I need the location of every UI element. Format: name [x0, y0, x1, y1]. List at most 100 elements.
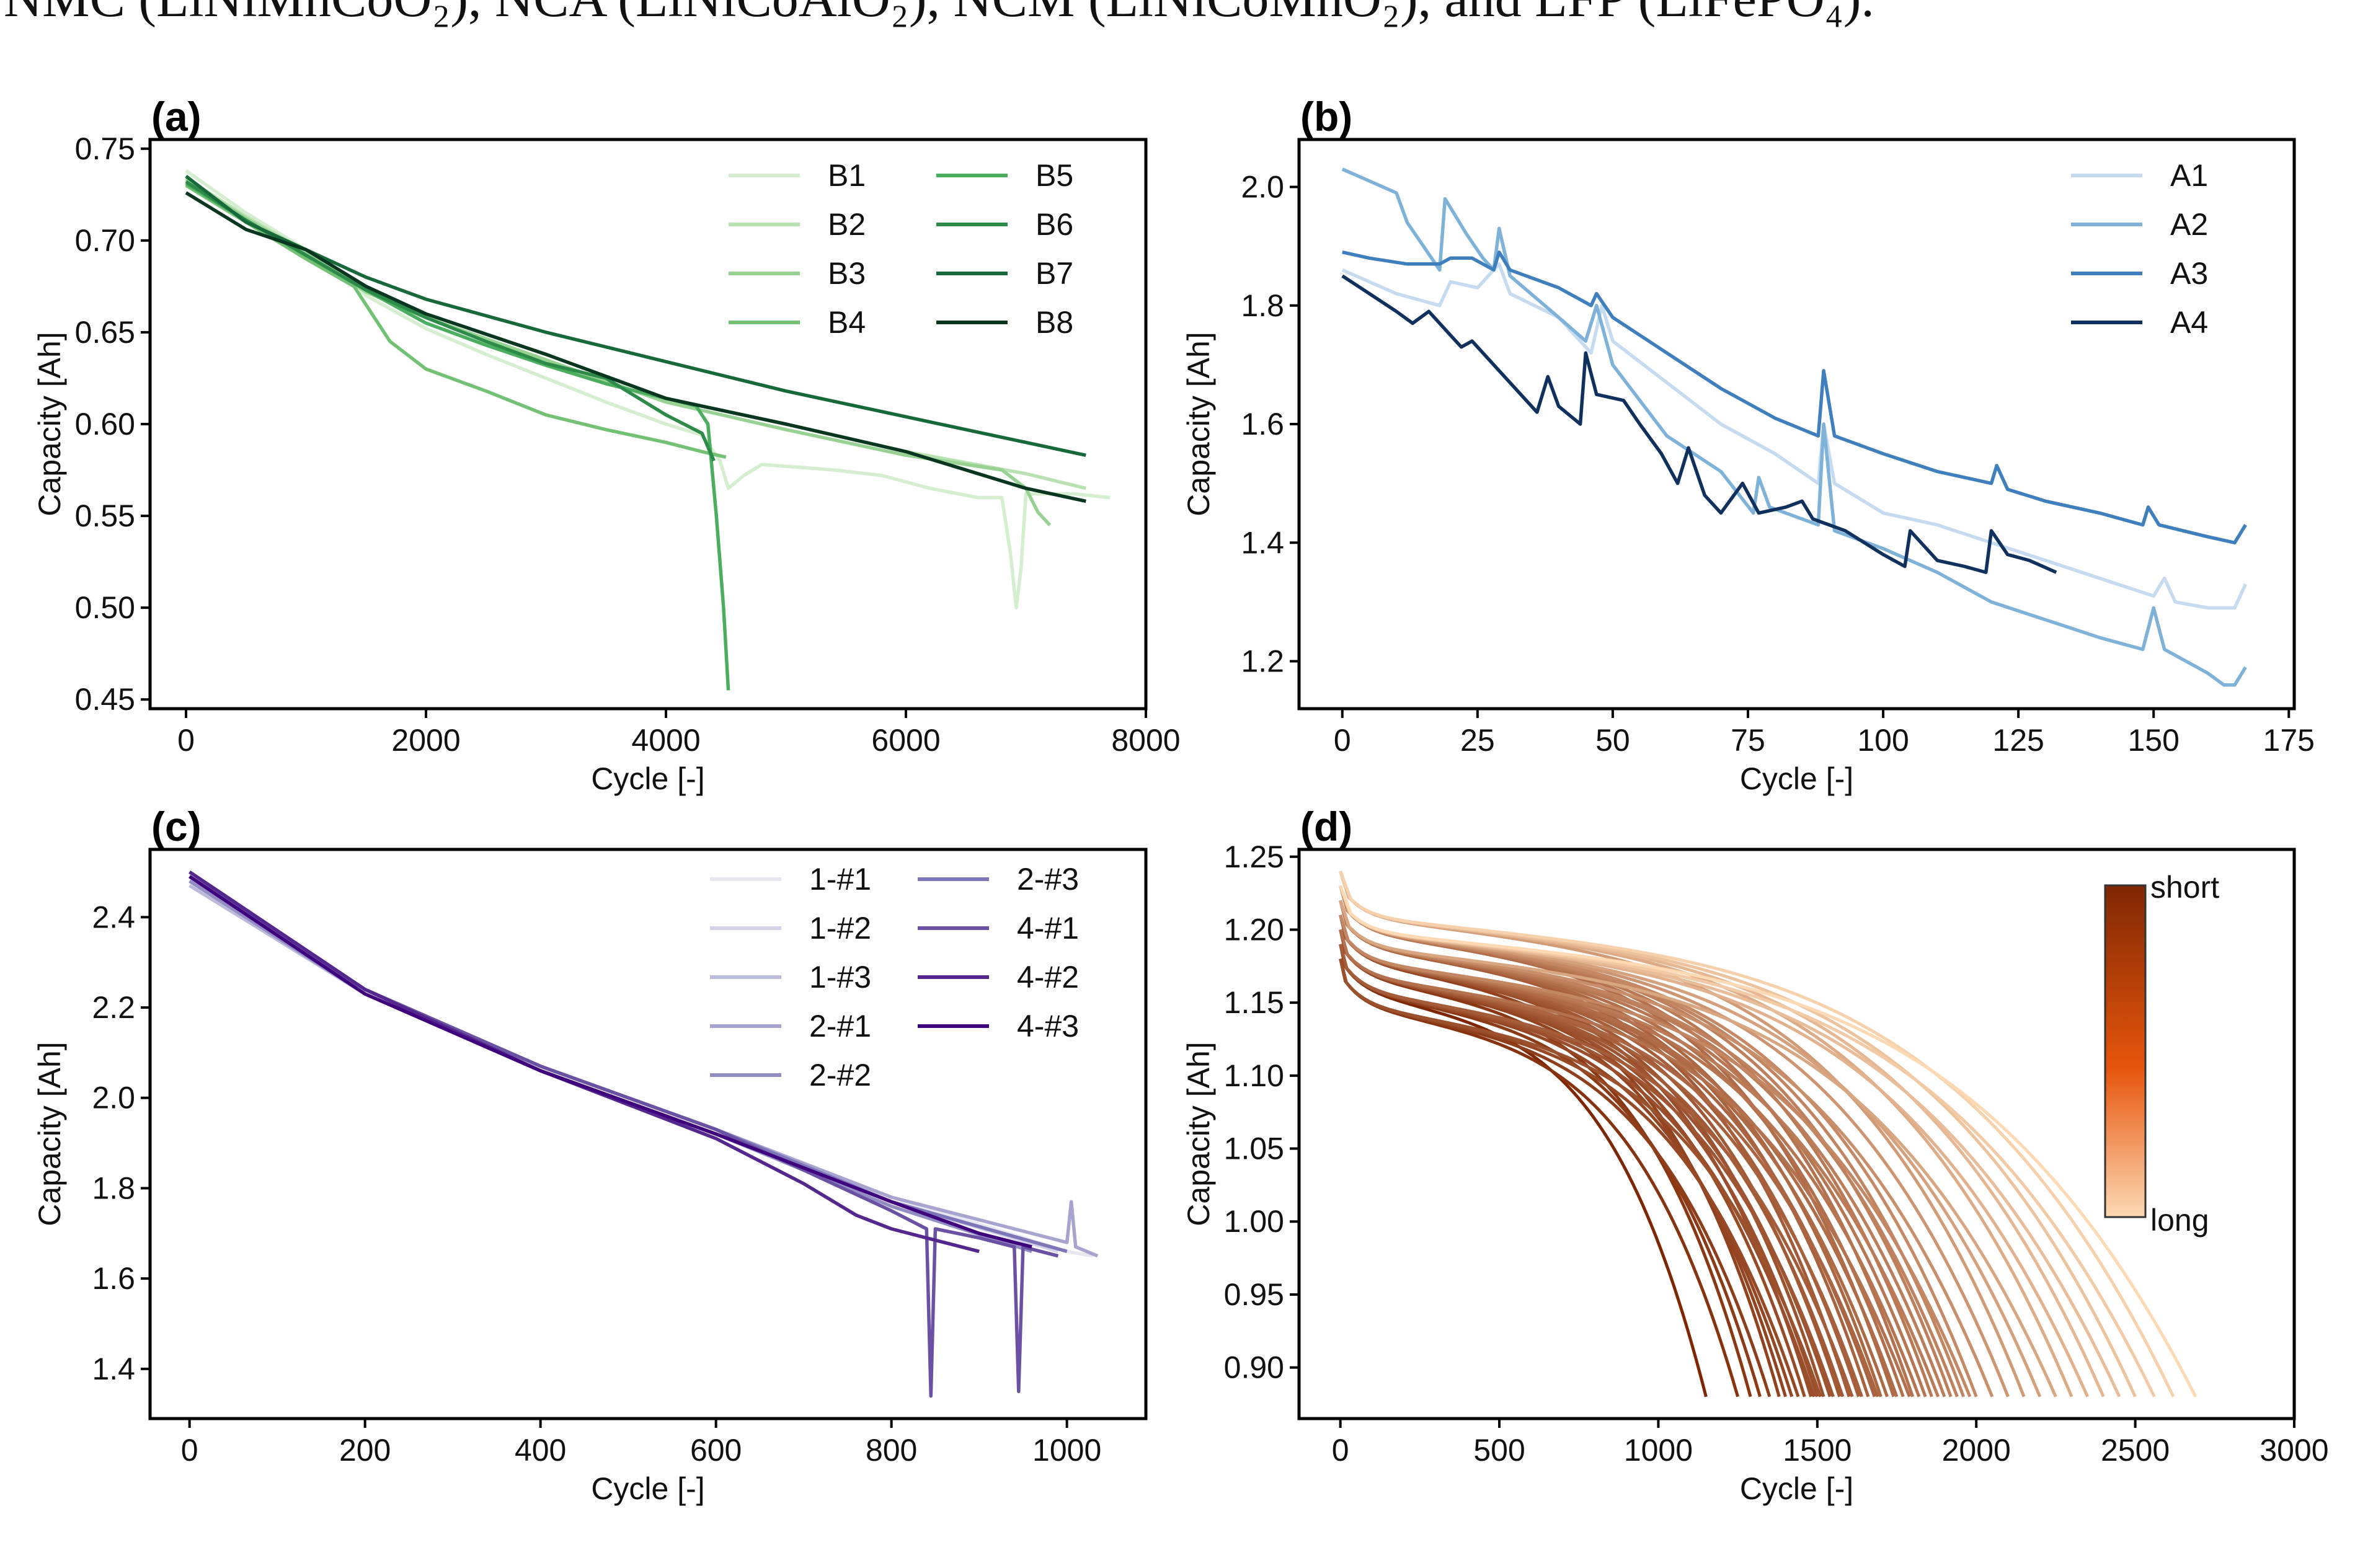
- y-tick-label: 1.8: [1241, 288, 1284, 323]
- legend-label: 4-#3: [1017, 1009, 1079, 1043]
- x-axis-label: Cycle [-]: [1740, 1471, 1853, 1506]
- x-tick-label: 0: [177, 723, 195, 758]
- x-tick-label: 2000: [391, 723, 460, 758]
- y-tick-label: 1.00: [1224, 1204, 1284, 1239]
- panel-letter: (a): [151, 94, 202, 140]
- series-line-2-#2: [188, 879, 1032, 1254]
- legend-label: B2: [828, 207, 866, 242]
- series-line-A1: [1341, 262, 2248, 610]
- legend-label: B6: [1036, 207, 1073, 242]
- cell-curve: [1339, 929, 1911, 1397]
- panel-a: B1 B2 B3 B4 B5 B6 B7 B8 0 2000 4000 6000 8000 0.45 0.5…: [32, 94, 1181, 796]
- y-tick-label: 0.60: [75, 407, 135, 441]
- x-tick-label: 1000: [1032, 1433, 1101, 1468]
- legend-label: A2: [2170, 207, 2208, 242]
- legend-label: B8: [1036, 305, 1073, 340]
- y-tick-label: 1.4: [1241, 525, 1284, 560]
- series-line-B3: [185, 178, 1052, 526]
- plot-frame: [1297, 848, 2296, 1420]
- x-tick-label: 75: [1731, 723, 1765, 758]
- panel-letter: (b): [1300, 94, 1352, 140]
- y-tick-label: 1.10: [1224, 1058, 1284, 1093]
- y-axis-label: Capacity [Ah]: [32, 332, 67, 516]
- y-tick-label: 1.6: [92, 1261, 135, 1296]
- x-tick-label: 3000: [2260, 1433, 2328, 1468]
- series-line-B1: [185, 169, 1111, 609]
- series-line-4-#2: [188, 870, 980, 1254]
- series-line-A3: [1342, 250, 2247, 545]
- x-axis-label: Cycle [-]: [1740, 761, 1853, 796]
- panel-c: 1-#1 1-#2 1-#3 2-#1 2-#2 2-#3 4-#1 4-#2 4-#3 0 200…: [32, 804, 1148, 1506]
- cell-curve: [1339, 870, 2175, 1397]
- series-line-B4: [185, 184, 727, 459]
- legend-label: 4-#2: [1017, 960, 1079, 994]
- cell-curve: [1339, 885, 2198, 1397]
- series-line-2-#1: [188, 875, 1099, 1258]
- cell-curve: [1339, 900, 2057, 1397]
- legend-label: 2-#3: [1017, 862, 1079, 897]
- y-tick-label: 2.0: [1241, 170, 1284, 205]
- x-tick-label: 25: [1460, 723, 1495, 758]
- y-tick-label: 1.15: [1224, 985, 1284, 1020]
- x-tick-label: 500: [1473, 1433, 1525, 1468]
- y-tick-label: 0.70: [75, 223, 135, 258]
- x-tick-label: 100: [1857, 723, 1909, 758]
- legend-label: B4: [828, 305, 866, 340]
- x-tick-label: 4000: [631, 723, 700, 758]
- y-tick-label: 1.2: [1241, 644, 1284, 679]
- colorbar-label-long: long: [2150, 1203, 2209, 1238]
- cell-curve: [1339, 944, 1854, 1397]
- x-tick-label: 200: [339, 1433, 391, 1468]
- x-tick-label: 175: [2263, 723, 2315, 758]
- y-tick-label: 0.75: [75, 131, 135, 166]
- y-tick-label: 2.4: [92, 900, 135, 934]
- legend-label: A4: [2170, 305, 2208, 340]
- panel-letter: (d): [1300, 804, 1352, 849]
- x-tick-label: 1500: [1783, 1433, 1852, 1468]
- legend-label: B7: [1036, 256, 1073, 291]
- x-tick-label: 50: [1595, 723, 1630, 758]
- caption-text: NMC (LiNiMnCoO₂), NCA (LiNiCoAlO₂), NCM …: [0, 0, 2355, 32]
- x-tick-label: 150: [2127, 723, 2179, 758]
- y-tick-label: 0.55: [75, 498, 135, 533]
- colorbar-label-short: short: [2150, 870, 2219, 905]
- y-tick-label: 0.65: [75, 315, 135, 350]
- cell-curve: [1339, 958, 1822, 1397]
- series-line-A4: [1341, 274, 2057, 574]
- panel-b: A1 A2 A3 A4 0 25 50 75 100 125 150 175 1.2 1.4 1.6 1.8 2…: [1181, 94, 2315, 796]
- y-tick-label: 1.4: [92, 1352, 135, 1386]
- legend-label: 2-#2: [809, 1058, 871, 1092]
- series-line-4-#3: [188, 875, 1032, 1249]
- legend-label: A1: [2170, 158, 2208, 193]
- legend-label: B1: [828, 158, 866, 193]
- series-line-4-#1: [188, 870, 1059, 1398]
- x-axis-label: Cycle [-]: [591, 1471, 704, 1506]
- series-line-B7: [185, 175, 1086, 457]
- y-tick-label: 2.2: [92, 990, 135, 1025]
- x-tick-label: 0: [1334, 723, 1351, 758]
- panel-letter: (c): [151, 804, 202, 849]
- y-tick-label: 1.25: [1224, 839, 1284, 874]
- cell-curve: [1339, 915, 1972, 1397]
- legend-label: 1-#2: [809, 911, 871, 946]
- series-line-1-#1: [188, 879, 1094, 1258]
- x-tick-label: 2000: [1942, 1433, 2011, 1468]
- x-tick-label: 800: [866, 1433, 917, 1468]
- y-axis-label: Capacity [Ah]: [32, 1042, 67, 1226]
- legend-label: 4-#1: [1017, 911, 1079, 946]
- series-line-2-#3: [188, 875, 1068, 1254]
- x-tick-label: 8000: [1111, 723, 1180, 758]
- colorbar: [2104, 884, 2147, 1218]
- y-tick-label: 0.45: [75, 682, 135, 717]
- legend-label: 2-#1: [809, 1009, 871, 1043]
- x-tick-label: 125: [1992, 723, 2044, 758]
- y-tick-label: 1.6: [1241, 407, 1284, 441]
- plot-frame: [148, 848, 1148, 1420]
- y-axis-label: Capacity [Ah]: [1181, 332, 1216, 516]
- y-tick-label: 0.95: [1224, 1277, 1284, 1312]
- y-tick-label: 1.20: [1224, 912, 1284, 947]
- x-tick-label: 6000: [871, 723, 940, 758]
- series-line-B8: [185, 191, 1086, 503]
- series-line-1-#3: [188, 884, 1050, 1249]
- x-tick-label: 0: [1332, 1433, 1349, 1468]
